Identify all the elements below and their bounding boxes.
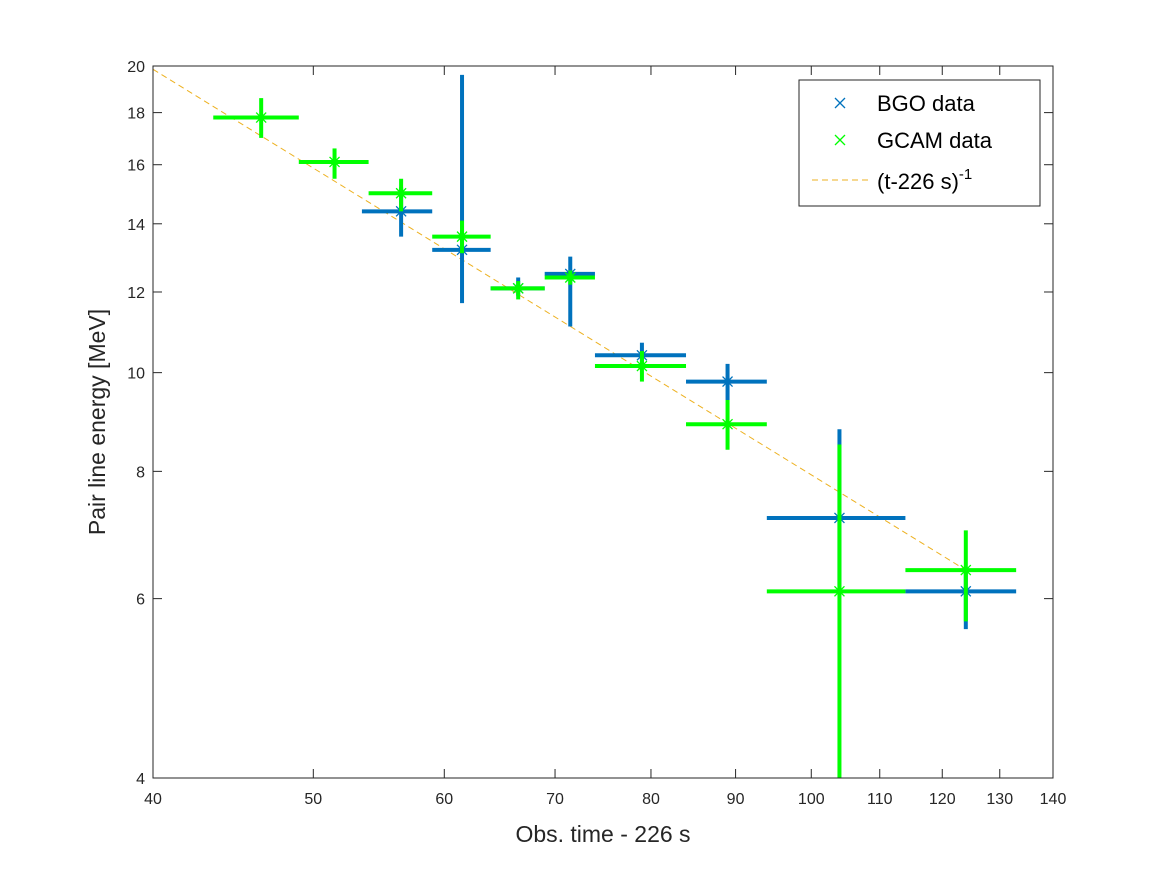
x-tick-label: 40	[144, 791, 162, 808]
gcam-marker	[833, 585, 845, 597]
y-tick-label: 4	[136, 771, 145, 788]
gcam-marker	[456, 231, 468, 243]
x-tick-label: 120	[929, 791, 956, 808]
legend: BGO data GCAM data (t-226 s)-1	[798, 79, 1041, 207]
legend-box	[798, 79, 1041, 207]
x-axis-label: Obs. time - 226 s	[515, 821, 690, 847]
gcam-marker	[722, 418, 734, 430]
y-tick-label: 16	[127, 158, 145, 175]
fit-line-layer	[152, 68, 967, 571]
x-tick-label: 70	[546, 791, 564, 808]
bgo-point	[686, 363, 767, 401]
gcam-point	[490, 281, 545, 300]
x-tick-label: 60	[435, 791, 453, 808]
y-axis-label: Pair line energy [MeV]	[84, 309, 110, 535]
x-tick-label: 90	[727, 791, 745, 808]
y-tick-label: 18	[127, 106, 145, 123]
gcam-point	[432, 220, 491, 254]
legend-gcam-label: GCAM data	[877, 128, 993, 153]
x-tick-label: 110	[867, 791, 893, 808]
x-tick-label: 100	[798, 791, 825, 808]
legend-bgo-label: BGO data	[877, 91, 976, 116]
gcam-point	[686, 400, 767, 450]
gcam-series-layer	[213, 98, 1017, 778]
gcam-marker	[960, 564, 972, 576]
y-tick-label: 12	[127, 285, 145, 302]
gcam-marker	[395, 187, 407, 199]
gcam-point	[544, 270, 595, 285]
gcam-point	[905, 530, 1017, 622]
gcam-marker	[255, 112, 267, 124]
legend-gcam-x	[834, 134, 846, 146]
y-tick-label: 8	[136, 464, 145, 481]
x-tick-label: 50	[304, 791, 322, 808]
fit-line	[152, 68, 967, 571]
gcam-point	[298, 148, 369, 179]
gcam-marker	[564, 272, 576, 283]
x-tick-label: 140	[1040, 791, 1067, 808]
gcam-point	[766, 444, 906, 778]
gcam-marker	[329, 156, 341, 168]
legend-fit-label: (t-226 s)-1	[877, 166, 972, 194]
x-axis-ticks: 40 50 60 70 80 90 100 110 120 130 140	[144, 66, 1066, 808]
gcam-point	[213, 98, 299, 138]
y-tick-label: 14	[127, 217, 145, 234]
legend-fit-label-superscript: -1	[959, 166, 972, 183]
x-tick-label: 80	[642, 791, 660, 808]
bgo-marker	[722, 376, 734, 388]
legend-fit-label-base: (t-226 s)	[877, 169, 959, 194]
legend-bgo-marker	[834, 97, 846, 109]
gcam-point	[368, 178, 433, 212]
x-tick-label: 130	[986, 791, 1013, 808]
y-axis-ticks: 4 6 8 10 12 14 16 18 20	[127, 59, 1053, 788]
gcam-marker	[512, 282, 524, 294]
y-tick-label: 6	[136, 592, 145, 609]
y-tick-label: 20	[127, 59, 145, 76]
legend-bgo-x	[834, 97, 846, 109]
y-tick-label: 10	[127, 366, 145, 383]
legend-gcam-marker	[834, 134, 846, 146]
gcam-marker	[636, 360, 648, 372]
gcam-point	[594, 351, 687, 382]
plot-frame	[152, 65, 1054, 779]
